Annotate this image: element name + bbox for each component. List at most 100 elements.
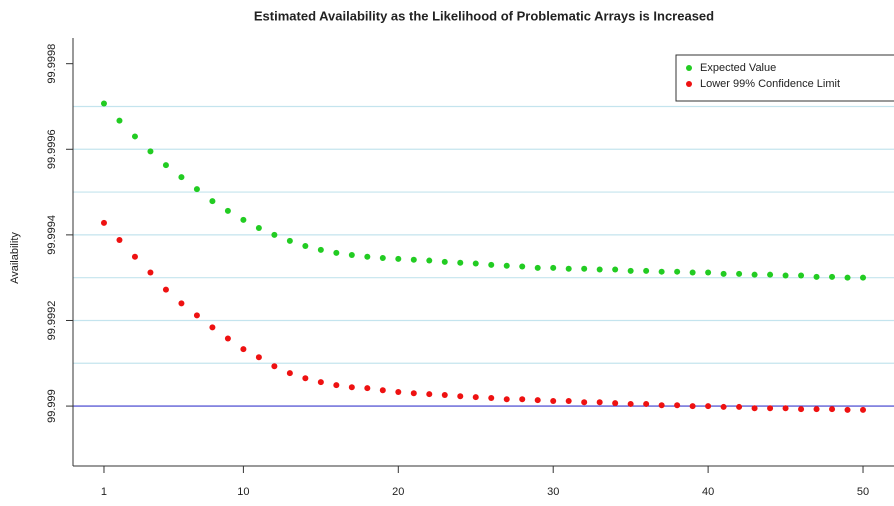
x-tick-label: 30	[547, 486, 559, 498]
point	[736, 403, 743, 410]
point	[767, 405, 774, 412]
point	[674, 402, 681, 409]
point	[472, 260, 479, 267]
x-tick-label: 20	[392, 486, 404, 498]
point	[286, 237, 293, 244]
point	[426, 257, 433, 264]
point	[271, 363, 278, 370]
point	[627, 400, 634, 407]
x-tick-label: 50	[857, 486, 869, 498]
y-tick-label: 99.999	[46, 389, 58, 423]
point	[147, 148, 154, 155]
point	[488, 261, 495, 268]
point	[240, 346, 247, 353]
point	[503, 396, 510, 403]
point	[720, 270, 727, 277]
point	[457, 393, 464, 400]
point	[581, 265, 588, 272]
point	[705, 269, 712, 276]
point	[193, 312, 200, 319]
point	[379, 387, 386, 394]
point	[302, 375, 309, 382]
legend-label: Lower 99% Confidence Limit	[700, 78, 840, 90]
chart-title: Estimated Availability as the Likelihood…	[254, 8, 714, 23]
point	[519, 396, 526, 403]
point	[348, 251, 355, 258]
point	[798, 406, 805, 413]
point	[596, 266, 603, 273]
point	[224, 207, 231, 214]
point	[457, 259, 464, 266]
point	[798, 272, 805, 279]
point	[395, 255, 402, 262]
x-tick-label: 10	[237, 486, 249, 498]
x-tick-label: 40	[702, 486, 714, 498]
point	[410, 256, 417, 263]
point	[147, 269, 154, 276]
y-tick-label: 99.9994	[46, 215, 58, 255]
legend-box	[675, 54, 894, 102]
point	[813, 273, 820, 280]
point	[255, 354, 262, 361]
point	[782, 272, 789, 279]
point	[829, 273, 836, 280]
point	[751, 271, 758, 278]
point	[286, 370, 293, 377]
y-tick-label: 99.9992	[46, 301, 58, 341]
point	[255, 225, 262, 232]
point	[441, 258, 448, 265]
point	[643, 267, 650, 274]
point	[162, 162, 169, 169]
point	[550, 397, 557, 404]
point	[131, 253, 138, 260]
point	[674, 268, 681, 275]
point	[736, 270, 743, 277]
point	[426, 391, 433, 398]
point	[178, 300, 185, 307]
legend-label: Expected Value	[700, 62, 776, 74]
point	[209, 198, 216, 205]
point	[565, 397, 572, 404]
point	[627, 267, 634, 274]
point	[534, 264, 541, 271]
point	[348, 384, 355, 391]
point	[550, 264, 557, 271]
point	[658, 268, 665, 275]
point	[534, 397, 541, 404]
point	[333, 382, 340, 389]
y-tick-label: 99.9996	[46, 129, 58, 169]
point	[829, 406, 836, 413]
point	[100, 100, 107, 107]
point	[503, 262, 510, 269]
point	[240, 216, 247, 223]
point	[860, 274, 867, 281]
point	[643, 400, 650, 407]
point	[689, 403, 696, 410]
point	[612, 266, 619, 273]
legend-marker	[686, 81, 692, 87]
point	[116, 117, 123, 124]
point	[581, 399, 588, 406]
point	[782, 405, 789, 412]
point	[488, 394, 495, 401]
point	[689, 269, 696, 276]
point	[302, 243, 309, 250]
x-tick-label: 1	[101, 486, 107, 498]
point	[317, 379, 324, 386]
point	[705, 403, 712, 410]
point	[720, 403, 727, 410]
point	[612, 400, 619, 407]
point	[813, 406, 820, 413]
point	[658, 402, 665, 409]
legend-marker	[686, 65, 692, 71]
point	[596, 399, 603, 406]
point	[364, 253, 371, 260]
point	[100, 219, 107, 226]
point	[364, 385, 371, 392]
point	[441, 391, 448, 398]
point	[193, 186, 200, 193]
point	[767, 271, 774, 278]
point	[116, 237, 123, 244]
